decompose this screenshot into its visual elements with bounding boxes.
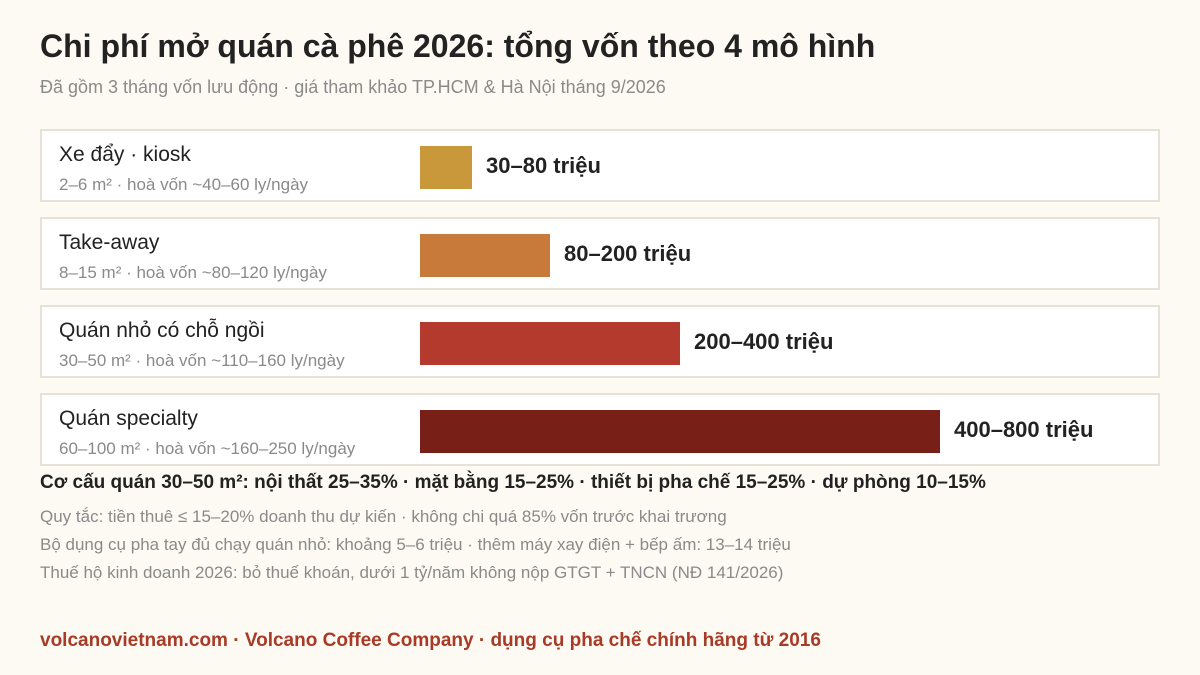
bar-value-label: 200–400 triệu xyxy=(694,329,834,354)
chart-title: Chi phí mở quán cà phê 2026: tổng vốn th… xyxy=(40,28,876,64)
chart-subtitle: Đã gồm 3 tháng vốn lưu động · giá tham k… xyxy=(40,77,666,97)
model-name: Quán specialty xyxy=(59,407,198,430)
rent-rule-note: Quy tắc: tiền thuê ≤ 15–20% doanh thu dự… xyxy=(40,507,727,526)
cost-bar xyxy=(420,322,680,365)
bar-value-label: 80–200 triệu xyxy=(564,241,692,266)
model-name: Xe đẩy · kiosk xyxy=(59,143,191,166)
model-row-take-away: Take-away 8–15 m² · hoà vốn ~80–120 ly/n… xyxy=(40,217,1160,290)
model-detail: 30–50 m² · hoà vốn ~110–160 ly/ngày xyxy=(59,351,345,370)
model-detail: 8–15 m² · hoà vốn ~80–120 ly/ngày xyxy=(59,263,327,282)
model-row-small-cafe: Quán nhỏ có chỗ ngồi 30–50 m² · hoà vốn … xyxy=(40,305,1160,378)
model-row-specialty: Quán specialty 60–100 m² · hoà vốn ~160–… xyxy=(40,393,1160,466)
cost-bar xyxy=(420,146,472,189)
model-name: Take-away xyxy=(59,231,160,254)
footer-credit: volcanovietnam.com · Volcano Coffee Comp… xyxy=(40,630,821,651)
model-row-kiosk: Xe đẩy · kiosk 2–6 m² · hoà vốn ~40–60 l… xyxy=(40,129,1160,202)
bar-value-label: 30–80 triệu xyxy=(486,153,601,178)
bar-value-label: 400–800 triệu xyxy=(954,417,1094,442)
tools-note: Bộ dụng cụ pha tay đủ chạy quán nhỏ: kho… xyxy=(40,535,791,554)
model-detail: 60–100 m² · hoà vốn ~160–250 ly/ngày xyxy=(59,439,356,458)
tax-note: Thuế hộ kinh doanh 2026: bỏ thuế khoán, … xyxy=(40,563,784,582)
model-name: Quán nhỏ có chỗ ngồi xyxy=(59,319,265,342)
cost-bar xyxy=(420,234,550,277)
model-detail: 2–6 m² · hoà vốn ~40–60 ly/ngày xyxy=(59,175,309,194)
cost-bar xyxy=(420,410,940,453)
cost-structure-note: Cơ cấu quán 30–50 m²: nội thất 25–35% · … xyxy=(40,472,986,493)
